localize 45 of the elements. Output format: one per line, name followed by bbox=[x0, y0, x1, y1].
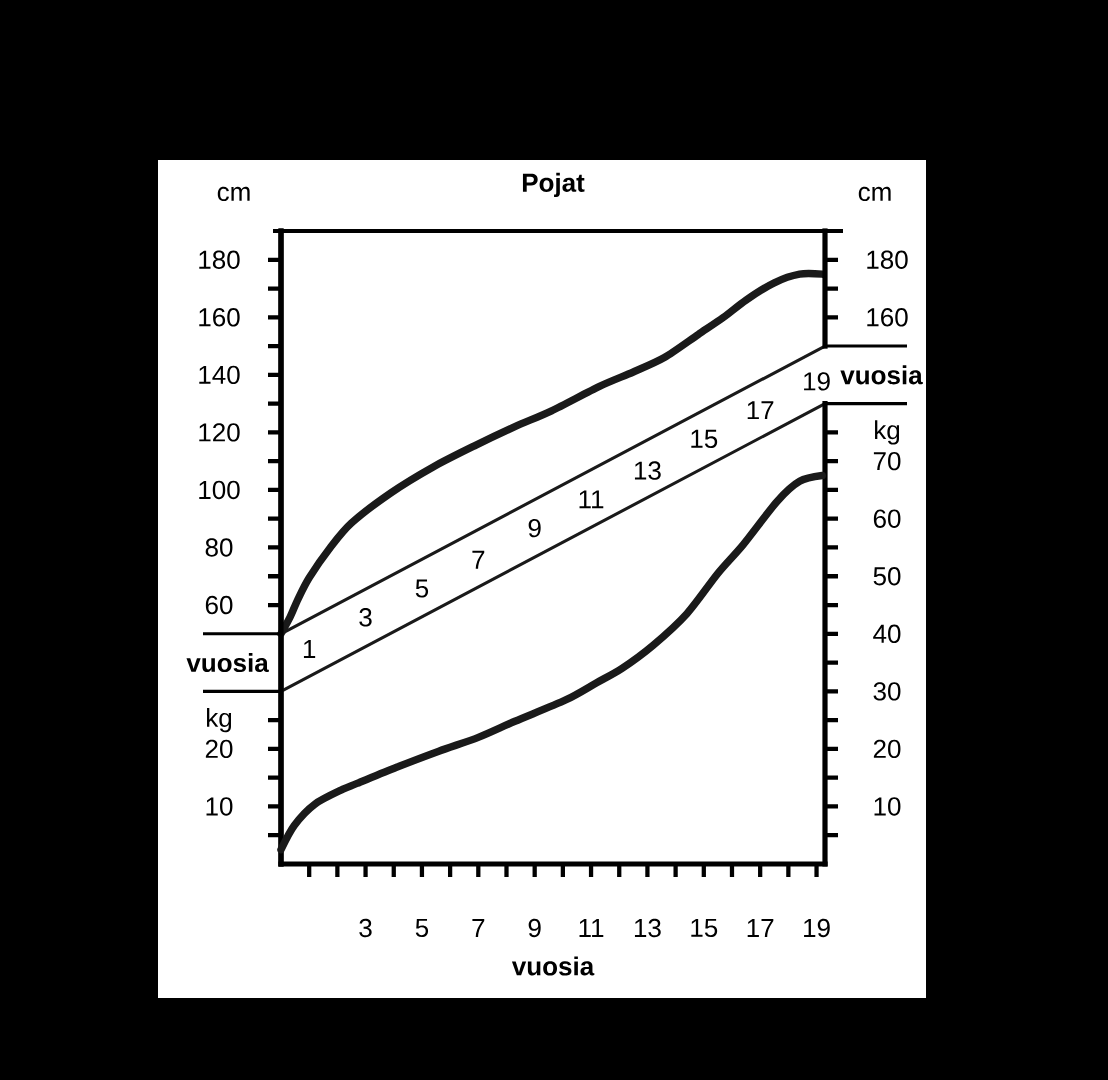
annotation: 1 bbox=[303, 640, 316, 658]
y2-tick-label: 40 bbox=[873, 624, 901, 643]
y-tick-label: kg bbox=[207, 708, 232, 733]
annotation: 19 bbox=[804, 372, 830, 391]
y2-axis-title: cm bbox=[858, 186, 891, 202]
y-tick-label: 10 bbox=[206, 797, 233, 816]
x-tick-label: 15 bbox=[691, 918, 718, 938]
y2-tick-label: 30 bbox=[873, 682, 901, 701]
y-axis-title: cm bbox=[217, 186, 250, 202]
y2-tick-label: 180 bbox=[867, 250, 908, 269]
annotation: 3 bbox=[359, 608, 372, 627]
y-tick-label: 160 bbox=[199, 308, 240, 327]
x-tick-label: 13 bbox=[634, 918, 661, 938]
y2-tick-label: kg bbox=[875, 420, 900, 445]
y2-tick-label: 70 bbox=[873, 451, 901, 471]
y2-tick-label: 10 bbox=[874, 797, 901, 816]
x-tick-label: 9 bbox=[528, 918, 541, 938]
y2-tick-label: 160 bbox=[867, 308, 908, 327]
annotation: 17 bbox=[747, 401, 774, 420]
x-tick-label: 19 bbox=[804, 918, 830, 938]
y-tick-label: 120 bbox=[199, 423, 240, 442]
x-axis-title: vuosia bbox=[511, 956, 595, 976]
annotation: 13 bbox=[634, 461, 661, 480]
annotation: 9 bbox=[528, 518, 541, 538]
y-tick-label: 80 bbox=[205, 538, 233, 557]
y-tick-label: 100 bbox=[199, 480, 240, 500]
x-tick-label: 5 bbox=[415, 918, 429, 938]
x-tick-label: 11 bbox=[579, 919, 604, 937]
text: vuosia bbox=[840, 365, 923, 385]
x-tick-label: 3 bbox=[359, 918, 372, 938]
x-tick-label: 7 bbox=[472, 919, 485, 937]
y2-tick-label: 20 bbox=[873, 739, 901, 759]
y2-tick-label: 60 bbox=[873, 509, 901, 528]
annotation: 11 bbox=[579, 490, 604, 509]
y-tick-label: 140 bbox=[199, 365, 240, 385]
y2-tick-label: 50 bbox=[873, 567, 901, 586]
annotation: 7 bbox=[472, 550, 485, 569]
annotation: 15 bbox=[691, 429, 718, 448]
text: vuosia bbox=[186, 653, 269, 673]
chart-title: Pojat bbox=[522, 172, 585, 198]
y-tick-label: 180 bbox=[199, 250, 240, 269]
x-tick-label: 17 bbox=[747, 919, 774, 937]
annotation: 5 bbox=[415, 579, 429, 598]
y-tick-label: 20 bbox=[205, 739, 233, 759]
y-tick-label: 60 bbox=[205, 595, 233, 615]
